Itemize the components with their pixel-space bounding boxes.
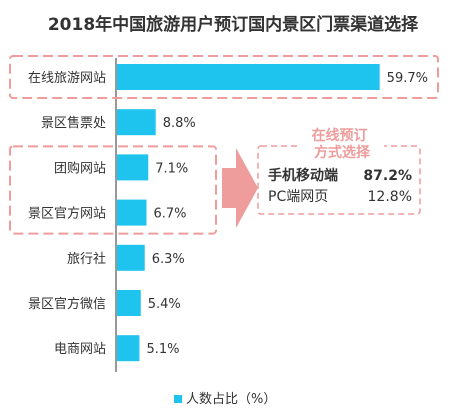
bar-3: [117, 199, 147, 226]
highlight-box-0: [9, 55, 439, 99]
annotation-row-value-0: 87.2%: [363, 168, 412, 184]
category-label-0: 在线旅游网站: [28, 71, 106, 86]
bar-0: [117, 64, 380, 90]
legend-label: 人数占比（%）: [186, 392, 276, 407]
value-label-5: 5.4%: [148, 297, 181, 312]
bar-1: [117, 109, 156, 136]
annotation-title: 在线预订 方式选择: [312, 127, 373, 161]
annotation-rows: 手机移动端 87.2% PC端网页 12.8%: [268, 167, 412, 205]
highlight-box-1: [9, 145, 217, 235]
annotation-title-bg: [300, 126, 384, 164]
category-label-2: 团购网站: [54, 160, 106, 176]
bars: [117, 64, 380, 362]
category-label-6: 电商网站: [54, 342, 106, 357]
value-label-6: 5.1%: [146, 342, 179, 357]
annotation-title-line-1: 在线预订: [312, 127, 368, 144]
value-label-3: 6.7%: [153, 207, 186, 222]
annotation-row-label-1: PC端网页: [268, 189, 328, 205]
category-label-3: 景区官方网站: [28, 206, 106, 222]
value-label-2: 7.1%: [155, 161, 188, 176]
bar-2: [117, 154, 149, 181]
category-label-4: 旅行社: [67, 251, 106, 267]
callout-arrow: [222, 148, 258, 228]
value-label-4: 6.3%: [152, 252, 185, 267]
legend-swatch: [174, 395, 182, 403]
value-label-1: 8.8%: [163, 116, 196, 131]
category-label-5: 景区官方微信: [28, 296, 106, 312]
annotation-row-label-0: 手机移动端: [268, 167, 338, 184]
annotation-title-line-2: 方式选择: [314, 144, 371, 161]
value-label-0: 59.7%: [387, 71, 428, 86]
bar-6: [117, 335, 140, 362]
chart-title: 2018年中国旅游用户预订国内景区门票渠道选择: [48, 14, 419, 35]
highlight-boxes: [9, 55, 439, 235]
value-labels: 59.7% 8.8% 7.1% 6.7% 6.3% 5.4% 5.1%: [146, 71, 428, 357]
annotation-row-value-1: 12.8%: [368, 189, 412, 205]
category-label-1: 景区售票处: [41, 115, 106, 131]
bar-5: [117, 290, 141, 316]
bar-4: [117, 244, 145, 271]
